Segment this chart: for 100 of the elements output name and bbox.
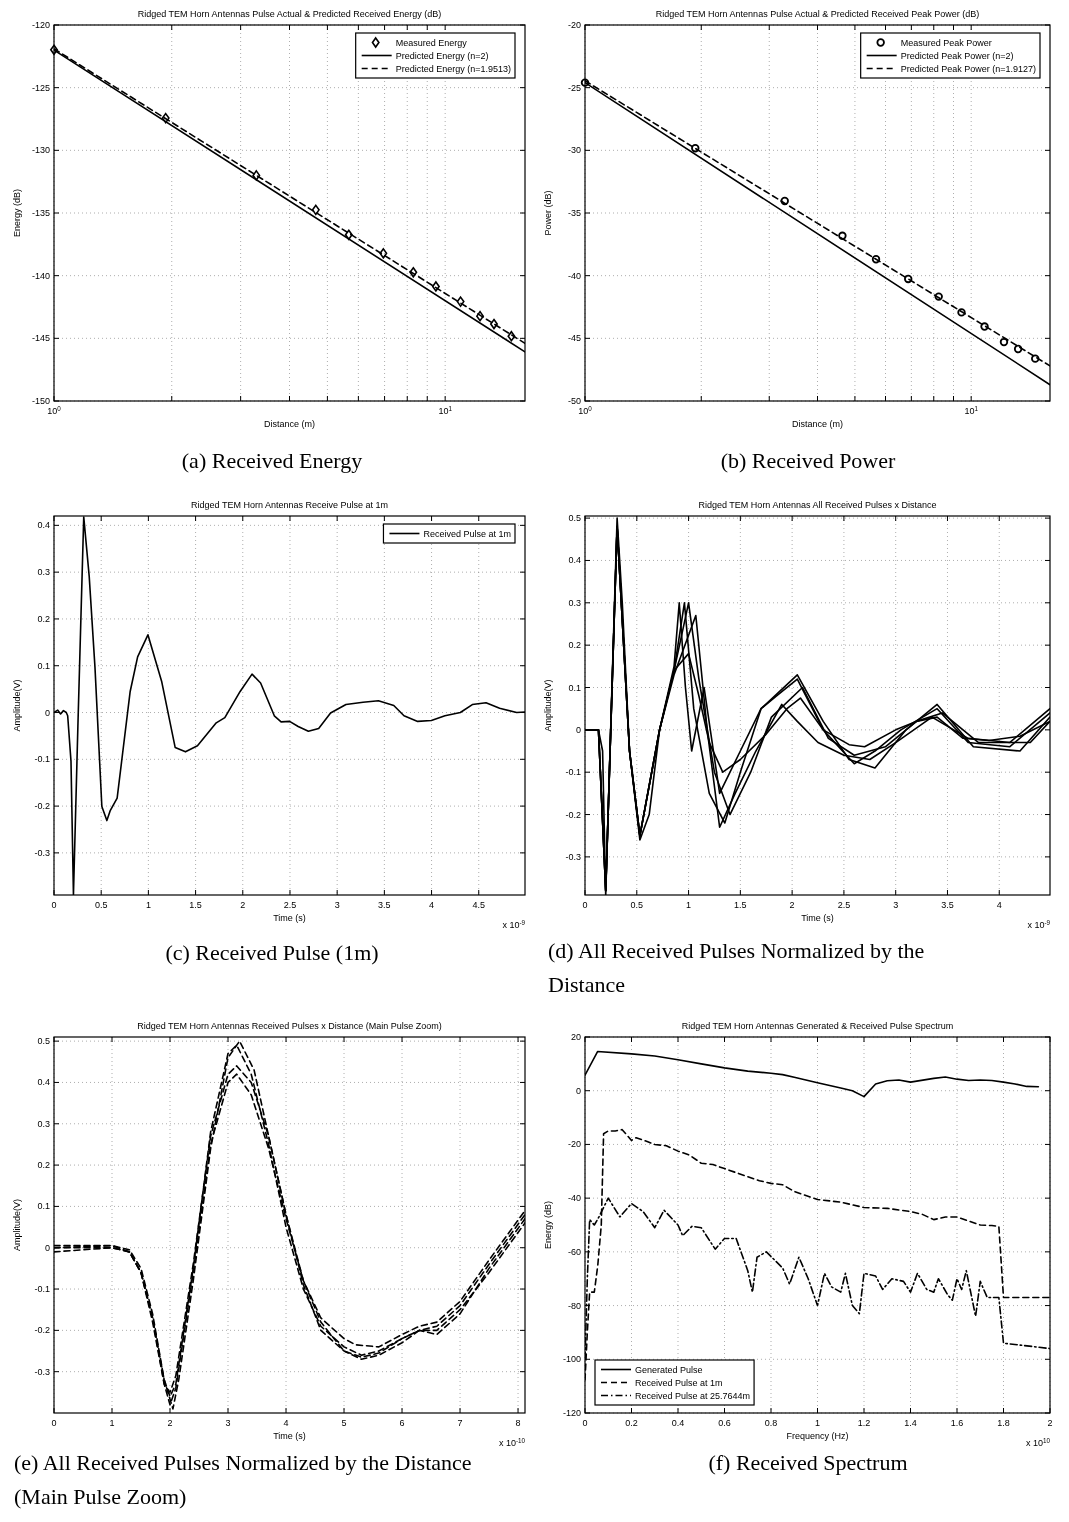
legend-label: Measured Peak Power [900,37,992,48]
x-tick-label: 1.8 [997,1418,1010,1428]
text: (f) Received Spectrum [708,1450,908,1475]
y-tick-label: -120 [31,20,50,30]
text: (b) Received Power [720,448,897,473]
x-tick-label: 7 [457,1418,463,1428]
y-tick-label: -150 [31,396,50,406]
legend-label: Received Pulse at 1m [635,1377,723,1388]
x-tick-label: 4.5 [472,900,486,910]
x-tick-label: 0 [582,900,588,910]
y-tick-label: 20 [570,1032,581,1042]
chart-title: Ridged TEM Horn Antennas Generated & Received Pulse Spectrum [681,1021,954,1031]
y-tick-label: -0.2 [34,1325,50,1336]
x-tick-label: 2.5 [837,900,851,910]
y-tick-label: -40 [567,270,581,281]
x-axis-title: Time (s) [273,913,306,923]
y-tick-label: 0.1 [37,1201,50,1212]
x-tick-label: 5 [341,1418,347,1428]
text: (e) All Received Pulses Normalized by the Distance (Main Pulse Zoom) [14,1450,472,1509]
x-tick-label: 2.5 [283,900,297,910]
x-tick-label: 1 [109,1418,115,1428]
x-tick-label: 3.5 [378,900,391,910]
x-tick-label: 1.4 [904,1418,917,1428]
y-tick-label: -0.2 [565,809,581,820]
x-tick-label: 2 [240,900,246,910]
y-tick-label: -20 [567,1139,581,1150]
x-axis-title: Time (s) [801,913,834,923]
x-tick-label: 10$^{0}$ [47,404,62,416]
x-tick-label: 4 [429,900,435,910]
y-tick-label: -140 [31,270,50,281]
y-tick-label: -25 [567,82,581,93]
y-tick-label: 0.3 [37,1118,50,1129]
y-tick-label: -145 [31,333,50,344]
y-axis-title: Amplitude(V) [12,1198,22,1252]
chart-title: Ridged TEM Horn Antennas Received Pulses x Distance (Main Pulse Zoom) [137,1021,442,1031]
text: (d) All Received Pulses Normalized by the Distance [548,938,925,997]
legend-label: Received Pulse at 25.7644m [635,1390,751,1401]
y-tick-label: -135 [31,208,50,218]
y-tick-label: 0.2 [37,613,50,624]
x-tick-label: 0.2 [625,1418,638,1428]
y-tick-label: -80 [567,1300,581,1311]
y-tick-label: -40 [567,1193,581,1204]
legend-label: Predicted Energy (n=1.9513) [395,63,512,74]
y-tick-label: 0.2 [568,640,581,651]
y-tick-label: -0.1 [34,1284,50,1295]
x-tick-label: 10$^{1}$ [438,404,453,416]
y-axis-title: Energy (dB) [12,188,22,238]
chart-title: Ridged TEM Horn Antennas Receive Pulse at 1m [191,500,388,510]
legend-label: Measured Energy [395,37,468,48]
y-tick-label: -35 [567,208,581,218]
x-tick-label: 0.8 [764,1418,778,1428]
legend-label: Predicted Energy (n=2) [395,50,489,61]
x-tick-label: 1 [145,900,151,910]
y-tick-label: -45 [567,333,581,344]
y-tick-label: 0 [575,724,581,735]
x-tick-label: 3 [334,900,340,910]
y-tick-label: -120 [562,1408,581,1418]
text: (a) Received Energy [181,448,363,473]
y-axis-title: Amplitude(V) [543,679,553,732]
x-tick-label: 0.5 [94,900,108,910]
chart-title: Ridged TEM Horn Antennas Pulse Actual & Predicted Received Energy (dB) [137,9,442,19]
y-tick-label: -0.3 [34,1366,50,1377]
x-tick-label: 0.6 [718,1418,731,1428]
x-tick-label: 2 [167,1418,173,1428]
y-tick-label: 0.5 [37,1036,50,1047]
x-axis-title: Distance (m) [263,419,316,429]
legend-label: Predicted Peak Power (n=1.9127) [900,63,1037,74]
y-tick-label: -0.2 [34,801,50,812]
x-tick-label: 1.5 [189,900,202,910]
legend-label: Received Pulse at 1m [423,528,511,539]
x-tick-label: 0 [582,1418,588,1428]
y-tick-label: -130 [31,145,50,156]
x-tick-label: 2 [1047,1418,1053,1428]
y-tick-label: 0.4 [568,555,581,566]
text: x 10$^{10}$ [1025,1436,1051,1448]
x-tick-label: 8 [515,1418,521,1428]
y-tick-label: 0.5 [568,513,581,524]
y-tick-label: -125 [31,82,50,93]
y-tick-label: -50 [567,396,581,406]
legend-label: Generated Pulse [635,1364,703,1375]
y-tick-label: -60 [567,1246,581,1257]
text: x 10$^{-9}$ [502,918,526,930]
legend-label: Predicted Peak Power (n=2) [900,50,1014,61]
y-tick-label: -0.1 [34,754,50,765]
y-tick-label: -0.3 [34,847,50,858]
y-tick-label: 0 [44,707,50,718]
x-axis-title: Time (s) [273,1431,306,1441]
x-tick-label: 2 [789,900,795,910]
y-tick-label: -0.1 [565,767,581,778]
x-axis-title: Frequency (Hz) [786,1431,849,1441]
text: x 10$^{-9}$ [1027,918,1051,930]
y-tick-label: 0.4 [37,1077,50,1088]
x-tick-label: 3 [225,1418,231,1428]
x-tick-label: 0.5 [630,900,644,910]
x-tick-label: 10$^{1}$ [964,404,979,416]
y-tick-label: 0.1 [568,682,581,693]
chart-title: Ridged TEM Horn Antennas All Received Pulses x Distance [698,500,937,510]
y-axis-title: Power (dB) [543,190,553,236]
x-tick-label: 0 [51,900,57,910]
y-axis-title: Energy (dB) [543,1200,553,1250]
